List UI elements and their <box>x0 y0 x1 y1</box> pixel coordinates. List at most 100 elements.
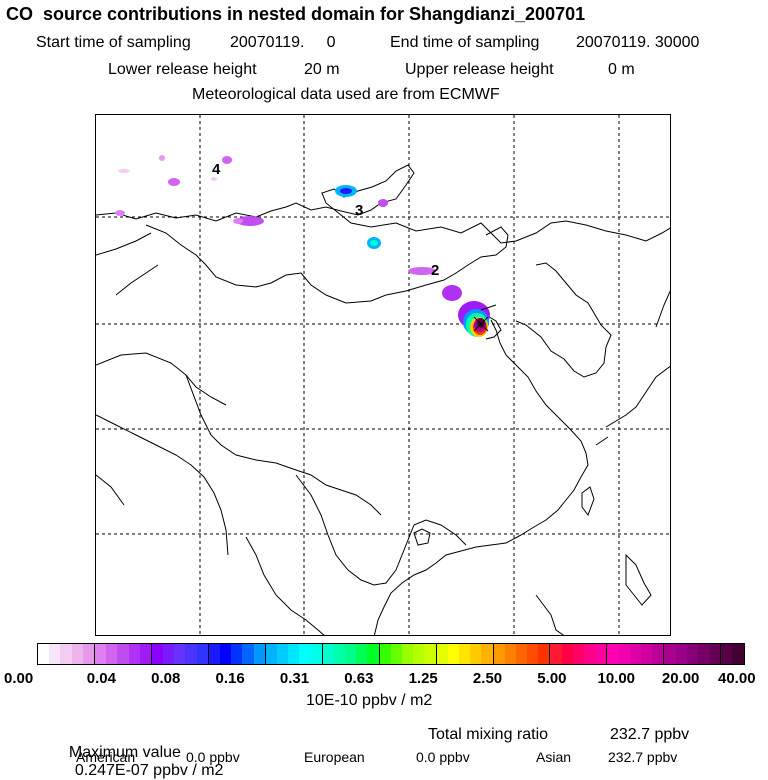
colorbar-cell <box>231 644 243 664</box>
colorbar-cell <box>94 644 107 664</box>
colorbar-cell <box>310 644 323 664</box>
colorbar-cell <box>561 644 573 664</box>
colorbar-cell <box>721 644 733 664</box>
colorbar-cell <box>538 644 551 664</box>
colorbar-tick-label: 2.50 <box>472 670 503 687</box>
border-mongolia-north <box>335 210 670 244</box>
colorbar-units: 10E-10 ppbv / m2 <box>306 692 433 709</box>
colorbar-tick-label: 0.16 <box>215 670 245 687</box>
colorbar-cell <box>253 644 266 664</box>
colorbar-cell <box>390 644 402 664</box>
colorbar-cell <box>572 644 584 664</box>
colorbar-cell <box>288 644 300 664</box>
colorbar-cell <box>151 644 164 664</box>
island-philippines <box>535 553 652 635</box>
patch-g2 <box>233 218 243 224</box>
total-mixing-value: 232.7 ppbv <box>610 726 690 743</box>
map-panel: 4 3 2 <box>95 114 671 636</box>
colorbar-cell <box>493 644 505 664</box>
colorbar-cell <box>424 644 437 664</box>
american-label: American <box>76 749 136 765</box>
colorbar-cell <box>550 644 562 664</box>
colorbar-cell <box>276 644 289 664</box>
colorbar-tick-label: 0.04 <box>86 670 116 687</box>
colorbar-cell <box>367 644 380 664</box>
patch-g <box>236 216 264 226</box>
region-marker-4: 4 <box>212 161 221 178</box>
island-hainan <box>413 528 431 546</box>
colorbar-cell <box>607 644 619 664</box>
colorbar-cell <box>242 644 254 664</box>
region-marker-2: 2 <box>431 262 439 279</box>
colorbar-tick-label: 0.00 <box>4 670 34 687</box>
colorbar-tick-label: 1.25 <box>408 670 438 687</box>
colorbar-cell <box>185 644 197 664</box>
colorbar-cell <box>732 644 744 664</box>
indochina-borders <box>295 474 467 586</box>
border-central-asia <box>96 232 227 406</box>
patch-c <box>168 178 180 186</box>
colorbar-cell <box>345 644 357 664</box>
patch-a <box>118 169 130 173</box>
patch-j-core <box>370 240 378 246</box>
site-marker-2 <box>473 316 489 332</box>
coast-korea <box>515 262 612 378</box>
site-marker-3 <box>480 304 497 311</box>
colorbar-tick-label: 40.00 <box>718 670 756 687</box>
colorbar-cell <box>686 644 698 664</box>
patch-k <box>408 267 436 275</box>
colorbar-cell <box>299 644 311 664</box>
max-value-label: Maximum value <box>68 744 181 761</box>
colorbar-cell <box>356 644 368 664</box>
map-canvas: 4 3 2 <box>96 115 670 635</box>
patch-b <box>159 155 165 161</box>
region-marker-3: 3 <box>355 202 363 219</box>
coast-myanmar <box>245 536 325 635</box>
upper-release-label: Upper release height <box>405 61 554 78</box>
plume-patches <box>115 155 497 337</box>
coast-china-east <box>490 319 589 536</box>
border-himalaya <box>185 374 382 516</box>
colorbar-cell <box>208 644 220 664</box>
start-time-value: 20070119. 0 <box>230 34 336 51</box>
colorbar-cell <box>470 644 482 664</box>
colorbar-cell <box>333 644 346 664</box>
colorbar-cell <box>379 644 391 664</box>
european-label: European <box>304 749 365 765</box>
colorbar-cell <box>584 644 596 664</box>
colorbar-cell <box>652 644 665 664</box>
colorbar-cell <box>481 644 494 664</box>
colorbar-cell <box>322 644 334 664</box>
met-data-line: Meteorological data used are from ECMWF <box>192 86 500 103</box>
colorbar-cell <box>174 644 186 664</box>
patch-l <box>442 285 462 301</box>
island-taiwan <box>581 486 595 517</box>
colorbar-cell <box>38 644 50 664</box>
colorbar-cell <box>618 644 630 664</box>
colorbar <box>37 643 745 665</box>
colorbar-cell <box>196 644 209 664</box>
end-time-value: 20070119. 30000 <box>576 34 700 51</box>
colorbar-cell <box>664 644 676 664</box>
colorbar-cell <box>117 644 129 664</box>
colorbar-cell <box>402 644 414 664</box>
total-mixing-label: Total mixing ratio <box>428 726 549 743</box>
patch-e <box>211 177 217 181</box>
colorbar-cell <box>675 644 687 664</box>
colorbar-cell <box>60 644 72 664</box>
colorbar-cell <box>640 644 653 664</box>
asian-value: 232.7 ppbv <box>608 749 678 765</box>
coast-india <box>96 414 229 556</box>
colorbar-cell <box>527 644 539 664</box>
lower-release-label: Lower release height <box>108 61 257 78</box>
asian-label: Asian <box>536 749 572 765</box>
colorbar-cell <box>458 644 471 664</box>
colorbar-cell <box>82 644 95 664</box>
colorbar-cell <box>447 644 459 664</box>
colorbar-cell <box>595 644 608 664</box>
graticule <box>96 115 670 635</box>
upper-release-value: 0 m <box>608 61 635 78</box>
colorbar-cell <box>709 644 722 664</box>
american-value: 0.0 ppbv <box>186 749 240 765</box>
colorbar-cell <box>436 644 448 664</box>
